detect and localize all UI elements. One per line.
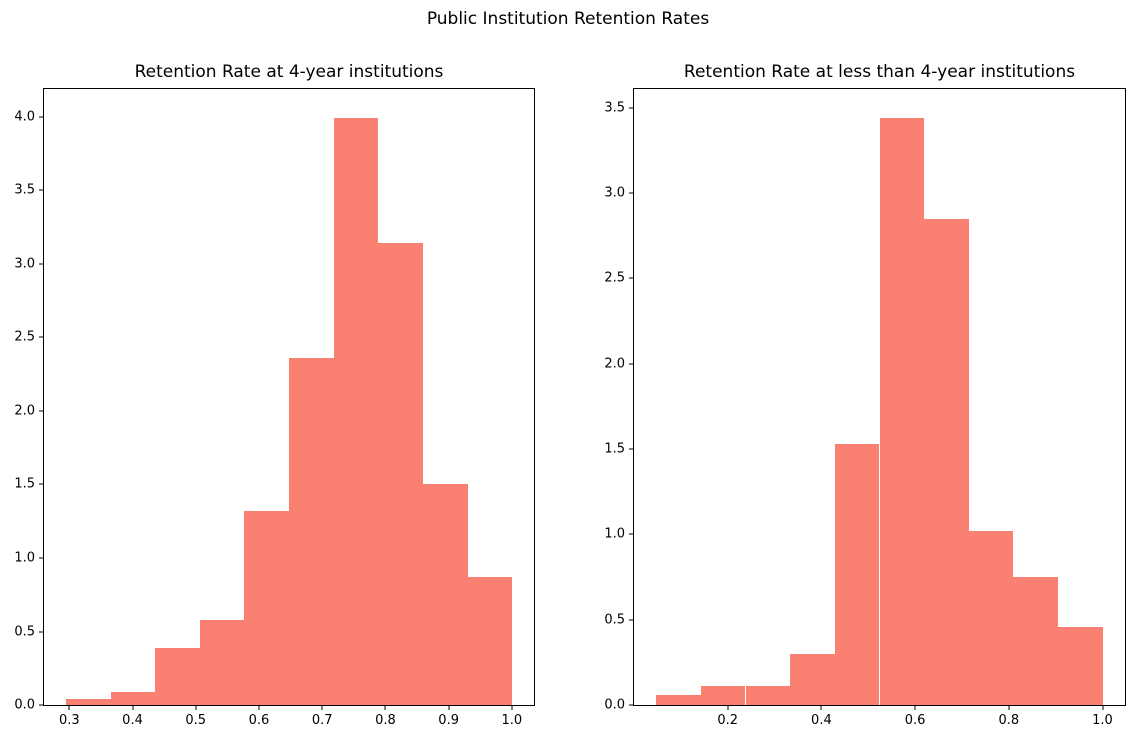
y-tick-label: 4.0	[14, 109, 35, 125]
histogram-bar	[422, 484, 468, 705]
y-tick-label: 2.0	[604, 356, 625, 372]
y-tick-mark	[39, 704, 43, 706]
x-tick-label: 0.6	[904, 713, 926, 728]
y-tick-mark	[629, 107, 633, 109]
y-tick-mark	[629, 704, 633, 706]
x-tick-label: 0.9	[438, 713, 459, 728]
histogram-bar	[66, 699, 111, 705]
y-tick-mark	[629, 619, 633, 621]
y-tick-label: 1.0	[604, 526, 625, 542]
y-tick-mark	[39, 263, 43, 265]
x-tick-label: 0.4	[122, 713, 143, 728]
x-tick-label: 1.0	[501, 713, 523, 728]
x-tick-mark	[1008, 706, 1010, 710]
y-tick-mark	[39, 336, 43, 338]
right-histogram-axes: Retention Rate at less than 4-year insti…	[604, 62, 1126, 728]
y-tick-label: 0.0	[604, 697, 625, 713]
y-tick-label: 3.5	[604, 100, 625, 116]
y-tick-mark	[39, 116, 43, 118]
histogram-bar	[745, 686, 790, 705]
x-tick-mark	[195, 706, 197, 710]
y-tick-label: 0.5	[604, 612, 625, 628]
x-tick-mark	[258, 706, 260, 710]
y-tick-label: 1.5	[604, 441, 625, 457]
y-tick-label: 2.0	[14, 403, 35, 419]
histogram-bar	[467, 577, 512, 705]
x-tick-label: 0.3	[58, 713, 80, 728]
y-tick-label: 3.0	[14, 256, 35, 272]
histogram-bar	[378, 243, 423, 705]
y-tick-mark	[629, 363, 633, 365]
histogram-bar	[879, 118, 924, 705]
x-tick-label: 1.0	[1092, 713, 1113, 728]
histogram-bar	[656, 694, 701, 705]
left-histogram-axes: Retention Rate at 4-year institutions 0.…	[14, 62, 535, 728]
histogram-bar	[200, 619, 245, 705]
figure-suptitle: Public Institution Retention Rates	[426, 9, 710, 29]
histogram-bar	[1058, 626, 1103, 705]
y-tick-mark	[39, 631, 43, 632]
y-tick-mark	[629, 192, 633, 194]
y-tick-mark	[629, 277, 633, 279]
x-tick-mark	[448, 706, 450, 710]
x-tick-mark	[820, 706, 822, 710]
x-tick-label: 0.4	[811, 713, 832, 728]
y-tick-label: 3.5	[14, 182, 35, 198]
x-tick-label: 0.5	[185, 713, 207, 728]
histogram-bar	[155, 647, 201, 705]
histogram-bar	[834, 443, 880, 705]
y-tick-label: 3.0	[604, 185, 625, 201]
histogram-bar	[111, 691, 156, 705]
histogram-bar	[790, 653, 835, 705]
x-tick-label: 0.7	[311, 713, 333, 728]
histogram-bar	[1013, 577, 1058, 705]
x-tick-label: 0.8	[998, 713, 1020, 728]
x-tick-mark	[321, 706, 323, 710]
y-tick-label: 2.5	[14, 329, 35, 345]
y-tick-mark	[39, 483, 43, 485]
left-plot-title: Retention Rate at 4-year institutions	[134, 62, 444, 82]
y-tick-mark	[629, 533, 633, 535]
x-tick-mark	[727, 706, 729, 710]
y-tick-mark	[39, 410, 43, 412]
y-tick-label: 0.5	[14, 624, 35, 639]
x-tick-mark	[132, 706, 134, 710]
histogram-bar	[289, 358, 334, 705]
x-tick-mark	[68, 706, 70, 710]
x-tick-mark	[914, 706, 916, 710]
x-tick-label: 0.6	[248, 713, 270, 728]
y-tick-mark	[629, 448, 633, 450]
histogram-bar	[244, 510, 290, 705]
histogram-bar	[333, 118, 379, 705]
y-tick-label: 0.0	[14, 697, 35, 713]
y-tick-mark	[39, 557, 43, 559]
right-plot-title: Retention Rate at less than 4-year insti…	[683, 62, 1076, 82]
y-tick-label: 1.5	[14, 476, 35, 492]
x-tick-mark	[511, 706, 513, 710]
y-tick-label: 2.5	[604, 270, 625, 286]
histogram-bar	[924, 218, 969, 705]
x-tick-mark	[1102, 706, 1103, 710]
x-tick-label: 0.8	[375, 713, 396, 728]
histogram-bar	[968, 530, 1014, 705]
y-tick-label: 1.0	[14, 550, 35, 566]
y-tick-mark	[39, 189, 43, 191]
x-tick-mark	[384, 706, 386, 710]
histogram-bar	[700, 686, 746, 705]
x-tick-label: 0.2	[717, 713, 739, 728]
